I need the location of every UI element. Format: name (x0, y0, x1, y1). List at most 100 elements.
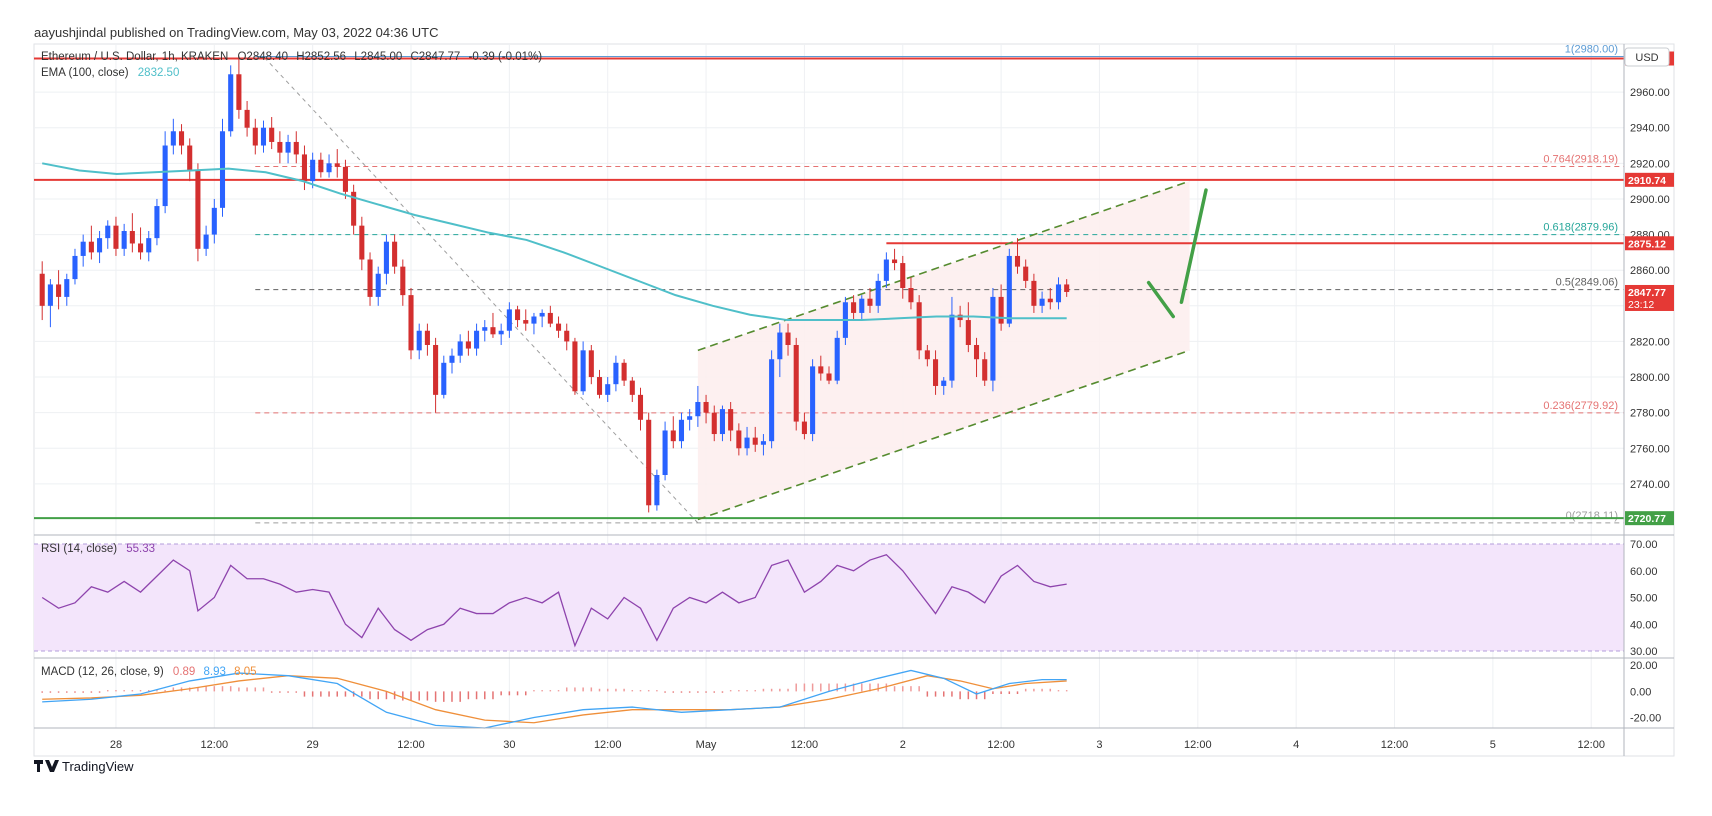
candle (138, 227, 144, 260)
candle (359, 216, 365, 271)
candle-body (1047, 298, 1053, 303)
main-pane[interactable]: 1(2980.00) 0.764(2918.19) 0.618(2879.96) 0.… (34, 43, 1624, 524)
candle (56, 270, 62, 310)
y-tick-label: 2920.00 (1630, 158, 1670, 170)
candle (654, 469, 660, 511)
candle-body (170, 131, 176, 146)
x-tick-label: 28 (110, 739, 122, 751)
candle (121, 223, 127, 256)
macd-tick-label: 0.00 (1630, 686, 1651, 698)
currency-button[interactable] (1624, 47, 1670, 67)
candle (801, 412, 807, 440)
x-tick-label: 5 (1490, 739, 1496, 751)
candle-body (703, 401, 709, 413)
candle-body (646, 419, 652, 506)
candle (777, 323, 783, 378)
candle-body (916, 302, 922, 351)
ohlc-change: -0.39 (-0.01%) (469, 51, 543, 63)
candle (400, 259, 406, 306)
candle-body (342, 166, 348, 192)
ohlc-high: H2852.56 (296, 51, 346, 63)
price-label: 2847.77 (1628, 287, 1666, 299)
candle (793, 337, 799, 431)
macd-pane[interactable] (41, 669, 1068, 729)
price-label-box (1625, 172, 1674, 187)
candle (465, 330, 471, 356)
candle-body (326, 163, 332, 173)
fib-level-label: 0.618(2879.96) (1543, 222, 1618, 234)
candle (933, 350, 939, 395)
candle-body (269, 127, 275, 142)
candle (342, 159, 348, 199)
candle (867, 288, 873, 313)
candle-body (670, 430, 676, 442)
candle (277, 131, 283, 164)
candle-body (416, 330, 422, 351)
candle-body (318, 159, 324, 173)
candle-body (310, 159, 316, 182)
candle (678, 412, 685, 449)
candle (170, 118, 176, 155)
candle (703, 394, 709, 424)
candle-body (965, 320, 971, 345)
candle-body (88, 241, 94, 253)
candle (293, 131, 299, 164)
candle (941, 377, 947, 395)
candle-body (367, 259, 373, 297)
svg-text:Ethereum / U.S. Dollar, 1h, KR: Ethereum / U.S. Dollar, 1h, KRAKEN O2848… (41, 51, 542, 63)
candle-body (359, 225, 365, 260)
candle-body (810, 366, 816, 435)
candle (695, 385, 701, 427)
candle (375, 266, 381, 306)
candle (588, 344, 594, 385)
price-label-box (1625, 236, 1674, 251)
published-note: aayushjindal published on TradingView.co… (34, 25, 438, 40)
candle-body (482, 327, 488, 331)
y-tick-label: 2960.00 (1630, 87, 1670, 99)
candle (859, 295, 865, 321)
rsi-tick-label: 30.00 (1630, 646, 1658, 658)
candle (621, 359, 627, 386)
candle (924, 344, 930, 367)
candle (769, 350, 775, 449)
candle-body (334, 163, 340, 167)
candle-body (605, 384, 611, 395)
candle-body (129, 231, 135, 244)
candle-body (998, 296, 1004, 324)
price-label: 2720.77 (1628, 513, 1666, 525)
candle (424, 323, 430, 356)
candle (973, 337, 980, 378)
x-tick-label: 12:00 (987, 739, 1015, 751)
svg-text:RSI (14, close) 55.33: RSI (14, close) 55.33 (41, 543, 155, 555)
candle-body (1006, 255, 1012, 324)
candle (1047, 288, 1053, 310)
candle (326, 154, 332, 178)
y-tick-label: 2740.00 (1630, 479, 1670, 491)
candle-body (801, 421, 807, 435)
rsi-pane[interactable] (34, 543, 1624, 652)
candle-body (818, 366, 824, 374)
candle-body (564, 330, 570, 342)
candle (613, 355, 619, 392)
candle (818, 355, 824, 381)
candle (1006, 248, 1012, 328)
macd-value: 8.93 (204, 666, 226, 678)
candle-body (1055, 284, 1062, 303)
rsi-band (34, 544, 1624, 651)
candle-body (1064, 284, 1070, 292)
y-tick-label: 2800.00 (1630, 372, 1670, 384)
candle (260, 120, 267, 153)
candle-body (867, 298, 873, 306)
candle (916, 295, 922, 360)
candle (252, 118, 258, 155)
candle-body (424, 330, 430, 345)
candle (433, 337, 439, 413)
x-tick-label: 12:00 (594, 739, 622, 751)
footer-brand: TradingView (62, 759, 134, 774)
candle (662, 421, 668, 481)
candle (1031, 273, 1037, 313)
fib-level-label: 0.5(2849.06) (1556, 277, 1618, 289)
ohlc-low: L2845.00 (354, 51, 402, 63)
channel-lower-line (697, 349, 1190, 521)
tradingview-logo-icon (34, 760, 59, 772)
